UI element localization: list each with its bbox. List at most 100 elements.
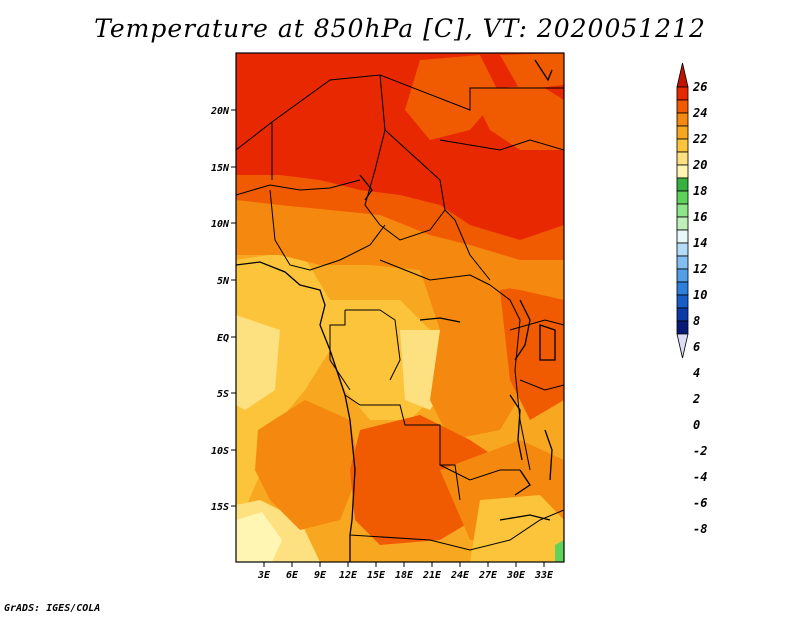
border-tanzania [519, 379, 564, 391]
x-label-18e: 18E [395, 570, 414, 581]
colorbar-swatch [676, 99, 689, 114]
x-label-24e: 24E [450, 570, 470, 581]
lake-albert-coast [514, 299, 531, 361]
colorbar-swatch [676, 86, 689, 101]
colorbar-swatch [676, 164, 689, 179]
border-niger-west [236, 120, 273, 180]
cb-label-8: 8 [693, 314, 700, 328]
x-axis-labels: 3E 6E 9E 12E 15E 18E 21E 24E 27E 30E 33E [257, 570, 554, 581]
colorbar-swatch [676, 320, 689, 335]
lake-kariba [499, 514, 551, 521]
y-label-20n: 20N [210, 106, 230, 117]
colorbar-swatch [676, 294, 689, 309]
cb-label-2: 2 [692, 392, 700, 406]
colorbar-swatch [676, 216, 689, 231]
colorbar-swatch [676, 307, 689, 322]
border-niger-chad [364, 74, 386, 226]
x-label-6e: 6E [286, 570, 299, 581]
cb-label-4: 4 [693, 366, 700, 380]
colorbar-bottom-arrow [676, 333, 689, 359]
colorbar-swatch [676, 151, 689, 166]
border-north [271, 74, 564, 123]
cb-label-neg2: -2 [693, 444, 707, 458]
y-label-10s: 10S [211, 446, 229, 457]
border-drc-east [489, 284, 531, 471]
colorbar [676, 62, 689, 359]
x-label-21e: 21E [422, 570, 442, 581]
field-paler-patch [236, 512, 282, 562]
x-label-9e: 9E [314, 570, 327, 581]
y-label-5s: 5S [217, 389, 229, 400]
field-south-atlantic-amber [255, 400, 360, 530]
border-angola-drc [344, 394, 461, 501]
y-label-10n: 10N [211, 219, 230, 230]
border-uganda-kenya [509, 319, 564, 331]
cb-label-14: 14 [693, 236, 707, 250]
cb-label-20: 20 [692, 158, 707, 172]
cb-label-16: 16 [693, 210, 707, 224]
y-label-eq: EQ [217, 333, 229, 344]
border-sudan-car [444, 209, 491, 281]
x-axis-ticks [263, 562, 545, 567]
grads-credit: GrADS: IGES/COLA [4, 603, 101, 614]
colorbar-swatch [676, 242, 689, 257]
colorbar-swatch [676, 203, 689, 218]
temperature-field [236, 53, 564, 562]
cb-label-6: 6 [693, 340, 700, 354]
colorbar-swatch [676, 177, 689, 192]
y-axis-ticks [231, 109, 236, 507]
lake-chad [359, 174, 373, 201]
field-libya-orange [405, 55, 500, 140]
cb-label-24: 24 [692, 106, 707, 120]
border-sudan-egypt [439, 139, 564, 151]
x-label-30e: 30E [506, 570, 526, 581]
border-chad-car [379, 209, 446, 241]
lake-tanganyika [509, 394, 523, 461]
x-label-12e: 12E [339, 570, 358, 581]
y-axis-labels: 20N 15N 10N 5N EQ 5S 10S 15S [210, 106, 230, 513]
border-nigeria-east [309, 224, 386, 271]
cb-label-12: 12 [693, 262, 707, 276]
border-sahel [236, 179, 361, 196]
colorbar-swatch [676, 112, 689, 127]
map-frame [235, 52, 565, 563]
atlantic-coastline [236, 261, 356, 562]
cb-label-0: 0 [693, 418, 700, 432]
border-nigeria-west [269, 189, 311, 271]
x-label-3e: 3E [257, 570, 271, 581]
colorbar-swatch [676, 125, 689, 140]
colorbar-swatch [676, 229, 689, 244]
cb-label-neg8: -8 [693, 522, 707, 536]
cb-label-26: 26 [692, 80, 707, 94]
y-label-15s: 15S [211, 502, 229, 513]
cb-label-neg6: -6 [693, 496, 707, 510]
field-southeast-light [470, 495, 564, 562]
border-congo [345, 309, 401, 381]
field-egypt-orange [470, 85, 564, 150]
red-sea-coast [534, 59, 553, 82]
congo-river [419, 317, 461, 323]
y-label-5n: 5N [217, 276, 230, 287]
cb-label-22: 22 [692, 132, 707, 146]
x-label-15e: 15E [367, 570, 386, 581]
x-label-27e: 27E [478, 570, 498, 581]
border-car-south [379, 259, 491, 286]
colorbar-labels: 26 24 22 20 18 16 14 12 10 8 6 4 2 0 -2 … [692, 80, 707, 536]
colorbar-top-arrow [676, 62, 689, 88]
y-label-15n: 15N [211, 163, 230, 174]
field-sahel-orange [236, 170, 564, 260]
colorbar-swatch [676, 281, 689, 296]
lake-mweru [514, 469, 531, 496]
colorbar-swatch [676, 138, 689, 153]
country-borders [236, 74, 564, 551]
border-chad-sudan [384, 129, 446, 211]
cb-label-neg4: -4 [693, 470, 707, 484]
chart-title: Temperature at 850hPa [C], VT: 202005121… [94, 14, 706, 43]
cb-label-10: 10 [693, 288, 707, 302]
colorbar-swatch [676, 268, 689, 283]
coastlines [236, 59, 556, 562]
x-label-33e: 33E [534, 570, 554, 581]
field-pale-patch-1 [236, 315, 280, 410]
colorbar-swatch [676, 255, 689, 270]
